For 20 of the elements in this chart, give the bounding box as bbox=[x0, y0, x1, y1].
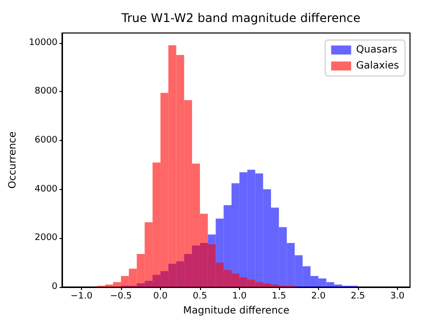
x-tick-label: 3.0 bbox=[390, 292, 405, 302]
y-tick-label: 6000 bbox=[34, 135, 58, 146]
y-tick-label: 10000 bbox=[28, 38, 58, 48]
x-tick-label: 0.0 bbox=[153, 292, 168, 302]
legend-label: Quasars bbox=[356, 44, 398, 56]
x-tick-label: 0.5 bbox=[192, 292, 208, 302]
x-axis-title: Magnitude difference bbox=[183, 306, 290, 316]
x-tick-label: 2.5 bbox=[350, 292, 366, 302]
x-tick-label: −1.0 bbox=[70, 292, 93, 302]
y-tick-label: 8000 bbox=[34, 86, 58, 97]
y-tick-label: 4000 bbox=[34, 184, 58, 194]
y-axis-title: Occurrence bbox=[8, 131, 18, 189]
x-tick-label: 1.5 bbox=[272, 292, 286, 302]
x-tick-label: 1.0 bbox=[232, 292, 247, 302]
y-tick-label: 2000 bbox=[34, 233, 58, 244]
x-tick-label: −0.5 bbox=[110, 292, 132, 302]
y-tick-label: 0 bbox=[52, 282, 58, 292]
legend-label: Galaxies bbox=[356, 60, 399, 72]
chart-title: True W1-W2 band magnitude difference bbox=[120, 11, 360, 25]
x-tick-label: 2.0 bbox=[311, 292, 326, 302]
